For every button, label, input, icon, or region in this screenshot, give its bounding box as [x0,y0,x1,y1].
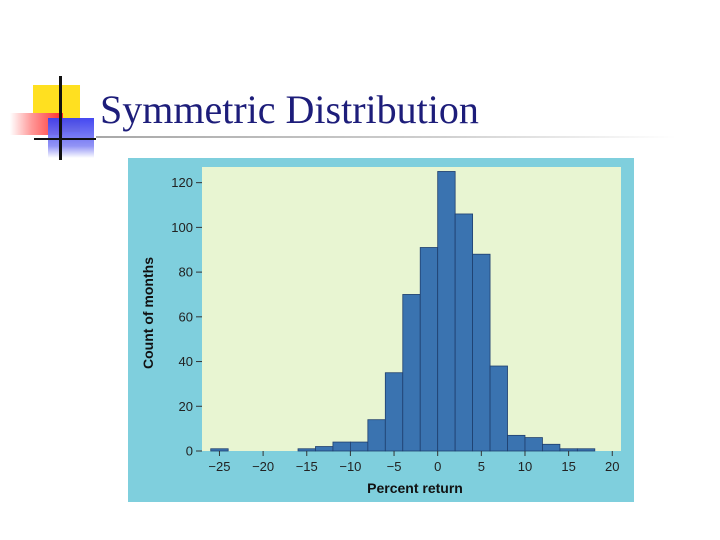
y-tick-label: 0 [186,444,193,459]
title-underline [96,136,676,138]
x-tick-label: −25 [208,459,230,474]
slide-title: Symmetric Distribution [100,87,479,132]
y-tick-label: 120 [171,175,193,190]
bar-group [210,171,596,452]
y-tick-label: 40 [179,354,193,369]
y-tick-label: 20 [179,399,193,414]
histogram-bar [367,419,386,452]
x-tick-label: −10 [339,459,361,474]
x-tick-label: 0 [434,459,441,474]
x-axis-title: Percent return [367,480,463,496]
axes-group: 0 20 40 60 80 100 120 −25 −20 −15 −10 −5 0 5 10 15 20 [171,175,619,474]
histogram-bar [437,171,456,452]
histogram-bar [349,441,369,452]
x-tick-label: 10 [518,459,532,474]
histogram-bar [524,437,543,452]
y-axis-title: Count of months [140,257,156,369]
x-tick-label: 5 [478,459,485,474]
x-tick-label: 20 [605,459,619,474]
x-tick-label: −15 [296,459,318,474]
histogram-bar [419,247,439,452]
y-tick-label: 80 [179,265,193,280]
histogram-bar [559,448,578,452]
histogram-bar [542,443,561,452]
histogram-bar [489,365,508,452]
histogram-bar [297,448,316,452]
y-tick-label: 100 [171,220,193,235]
histogram-bar [332,441,351,452]
y-tick-label: 60 [179,309,193,324]
decor-horizontal-line [34,138,96,140]
decor-vertical-line [59,76,62,160]
histogram-bar [210,448,229,452]
histogram-bar [402,294,421,452]
x-tick-label: −20 [252,459,274,474]
histogram-bar [576,448,596,452]
histogram-bar [315,446,334,452]
x-tick-label: 15 [561,459,575,474]
histogram-chart: 0 20 40 60 80 100 120 −25 −20 −15 −10 −5 0 5 10 15 20 Pe… [128,158,634,502]
histogram-bar [472,253,491,452]
x-tick-label: −5 [387,459,402,474]
histogram-bar [384,372,404,452]
histogram-bar [454,213,474,452]
histogram-bar [507,434,526,452]
